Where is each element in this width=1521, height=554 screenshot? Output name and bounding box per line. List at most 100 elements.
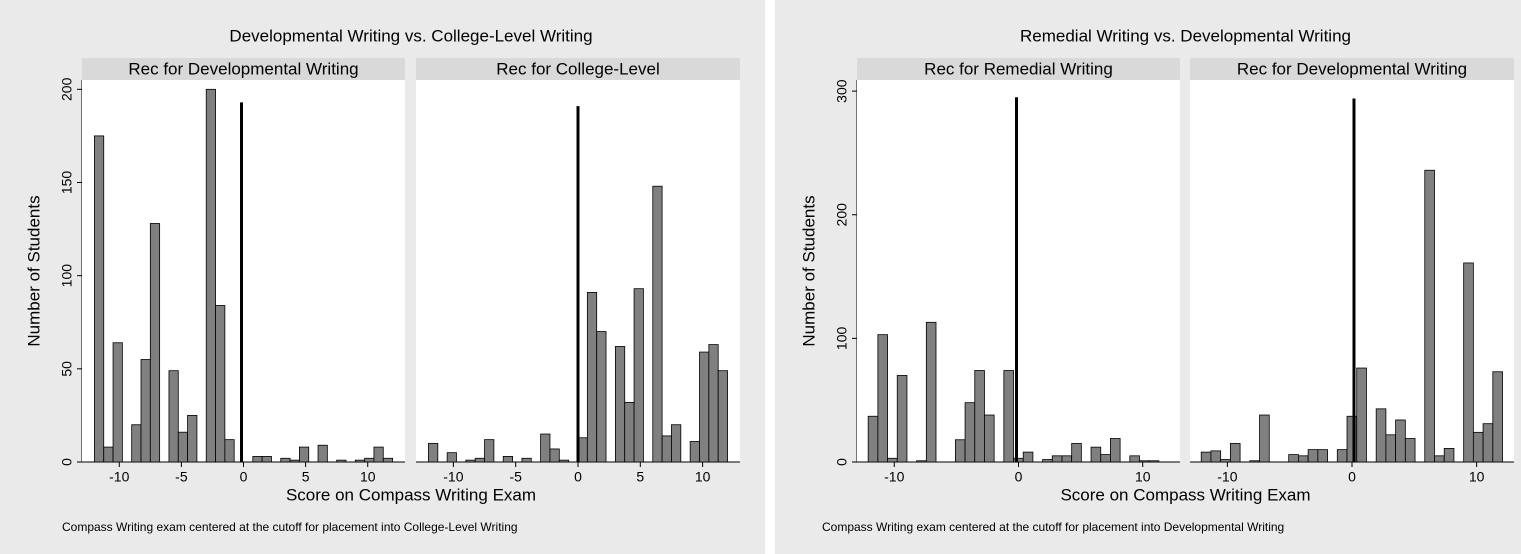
bar	[1395, 419, 1406, 463]
x-tick-label: -10	[443, 469, 463, 485]
bar	[558, 459, 570, 463]
note: Compass Writing exam centered at the cut…	[822, 520, 1284, 534]
bar	[1298, 455, 1309, 463]
bar	[112, 342, 123, 463]
x-tick-label: 10	[695, 469, 711, 485]
bar	[596, 331, 607, 463]
y-tick-label: 0	[59, 458, 75, 466]
y-axis-label: Number of Students	[799, 195, 818, 346]
panel-title: Rec for Developmental Writing	[128, 59, 358, 78]
bar	[1385, 434, 1397, 463]
x-tick-label: 10	[360, 469, 376, 485]
bar	[149, 223, 161, 463]
bar	[633, 288, 644, 463]
bar	[1259, 414, 1270, 463]
bar	[964, 402, 976, 463]
bar	[474, 457, 485, 463]
bar	[1307, 449, 1319, 463]
bar	[1249, 460, 1260, 463]
bar	[1443, 448, 1455, 463]
bar	[549, 448, 560, 463]
bar	[1071, 443, 1082, 463]
bar	[317, 444, 328, 463]
bar	[954, 439, 966, 463]
bar	[586, 292, 598, 463]
bar	[916, 460, 927, 463]
bar	[717, 370, 728, 463]
x-tick-label: -10	[884, 469, 904, 485]
bar	[140, 359, 151, 463]
bar	[187, 415, 198, 463]
bar	[502, 456, 513, 463]
bar	[1492, 371, 1503, 463]
bar	[521, 457, 532, 463]
bar	[1434, 455, 1445, 463]
bar	[446, 452, 457, 463]
bar	[1013, 457, 1024, 463]
bar	[1220, 459, 1231, 463]
plot-area	[82, 80, 405, 462]
bar	[1090, 446, 1102, 463]
bar	[465, 459, 476, 463]
bar	[215, 305, 226, 463]
bar	[177, 431, 188, 463]
bar	[103, 446, 114, 463]
bar	[925, 321, 937, 463]
bar	[1463, 262, 1474, 463]
x-tick-label: -5	[175, 469, 188, 485]
chart-title: Developmental Writing vs. College-Level …	[229, 26, 592, 45]
bar	[1100, 454, 1111, 463]
bar	[224, 439, 235, 463]
y-tick-label: 0	[834, 458, 850, 466]
bar	[1482, 423, 1494, 463]
bar	[699, 351, 710, 463]
bar	[1022, 451, 1034, 463]
bar	[1210, 450, 1222, 463]
note: Compass Writing exam centered at the cut…	[62, 520, 518, 534]
panel-header	[857, 58, 1180, 80]
bar	[364, 457, 375, 463]
bar	[624, 401, 635, 463]
bar	[652, 185, 663, 463]
x-tick-label: 0	[240, 469, 248, 485]
bar	[1042, 459, 1053, 463]
bar	[1110, 438, 1121, 463]
plot-area	[1190, 80, 1514, 462]
bar	[205, 88, 216, 463]
bar	[1139, 460, 1150, 463]
bar	[984, 414, 995, 463]
bar	[614, 346, 626, 463]
bar	[131, 424, 142, 463]
x-tick-label: -5	[509, 469, 522, 485]
bar	[168, 370, 179, 463]
y-tick-label: 150	[59, 171, 75, 195]
y-tick-label: 100	[59, 264, 75, 288]
bar	[484, 439, 495, 463]
panel-header	[82, 58, 405, 80]
panel-title: Rec for College-Level	[496, 59, 659, 78]
bar	[252, 456, 263, 463]
bar	[1129, 455, 1140, 463]
bar	[280, 457, 291, 463]
bar	[867, 415, 879, 463]
plot-area	[857, 80, 1180, 462]
x-tick-label: 0	[574, 469, 582, 485]
bar	[1061, 455, 1073, 463]
bar	[877, 334, 888, 463]
x-tick-label: 0	[1015, 469, 1023, 485]
bar	[540, 433, 551, 463]
y-axis-label: Number of Students	[24, 195, 43, 346]
panel-header	[416, 58, 740, 80]
bar	[974, 370, 985, 463]
bar	[1288, 454, 1299, 463]
x-tick-label: 10	[1469, 469, 1485, 485]
y-tick-label: 100	[834, 326, 850, 350]
bar	[1148, 460, 1160, 463]
bar	[382, 457, 393, 463]
bar	[261, 456, 272, 463]
y-tick-label: 200	[834, 203, 850, 227]
x-tick-label: 0	[1348, 469, 1356, 485]
x-tick-label: 5	[302, 469, 310, 485]
